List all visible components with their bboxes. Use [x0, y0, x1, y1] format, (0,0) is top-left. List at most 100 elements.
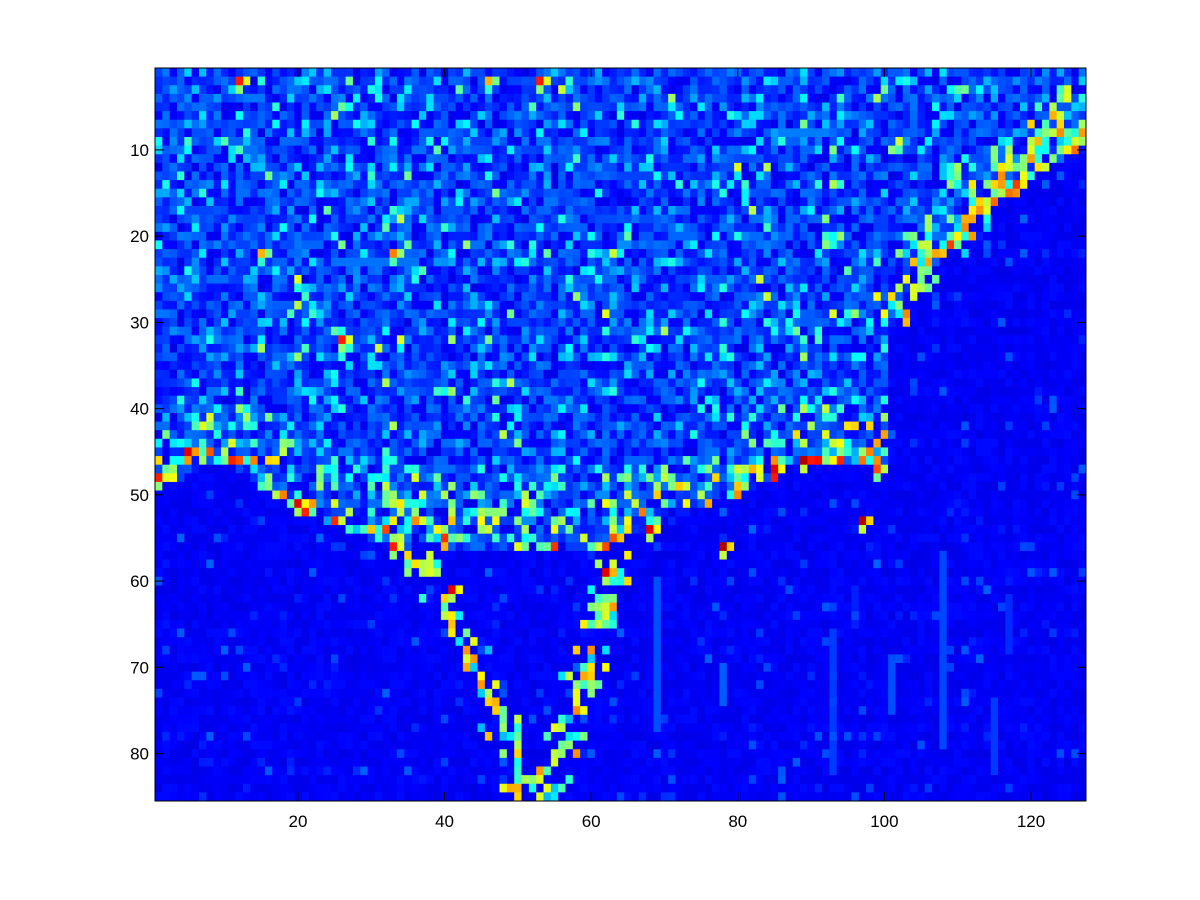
- heatmap-cell: [741, 145, 750, 155]
- heatmap-cell: [858, 292, 867, 302]
- heatmap-cell: [682, 361, 691, 371]
- heatmap-cell: [822, 378, 830, 388]
- heatmap-cell: [543, 387, 552, 397]
- heatmap-cell: [1049, 378, 1058, 388]
- heatmap-cell: [910, 335, 918, 345]
- heatmap-cell: [250, 378, 259, 388]
- heatmap-cell: [990, 231, 999, 241]
- heatmap-cell: [616, 180, 625, 190]
- heatmap-cell: [506, 188, 515, 198]
- heatmap-cell: [455, 231, 464, 241]
- heatmap-cell: [587, 274, 596, 284]
- heatmap-cell: [440, 180, 449, 190]
- heatmap-cell: [360, 111, 368, 121]
- heatmap-cell: [1042, 318, 1050, 328]
- heatmap-cell: [155, 378, 163, 388]
- heatmap-cell: [279, 162, 288, 172]
- heatmap-cell: [712, 326, 720, 336]
- heatmap-cell: [697, 154, 706, 164]
- heatmap-cell: [1020, 326, 1028, 336]
- heatmap-cell: [565, 171, 574, 181]
- heatmap-cell: [499, 197, 508, 207]
- heatmap-cell: [521, 145, 530, 155]
- heatmap-cell: [704, 197, 713, 207]
- heatmap-cell: [631, 292, 640, 302]
- heatmap-cell: [433, 154, 442, 164]
- heatmap-cell: [807, 128, 816, 138]
- heatmap-cell: [895, 102, 904, 112]
- heatmap-cell: [198, 292, 207, 302]
- heatmap-cell: [155, 197, 163, 207]
- heatmap-cell: [1049, 231, 1058, 241]
- heatmap-cell: [719, 395, 728, 405]
- heatmap-cell: [330, 154, 339, 164]
- heatmap-cell: [286, 119, 295, 129]
- heatmap-cell: [756, 283, 764, 293]
- heatmap-cell: [176, 93, 185, 103]
- heatmap-cell: [719, 180, 728, 190]
- heatmap-cell: [895, 378, 904, 388]
- heatmap-cell: [682, 274, 691, 284]
- heatmap-cell: [228, 335, 237, 345]
- heatmap-cell: [301, 119, 310, 129]
- heatmap-cell: [572, 197, 581, 207]
- heatmap-cell: [338, 223, 346, 233]
- heatmap-cell: [1049, 326, 1058, 336]
- heatmap-cell: [1020, 223, 1028, 233]
- heatmap-cell: [1071, 343, 1080, 353]
- heatmap-cell: [954, 197, 962, 207]
- heatmap-cell: [697, 249, 706, 259]
- heatmap-cell: [257, 283, 266, 293]
- heatmap-cell: [330, 145, 339, 155]
- heatmap-cell: [719, 361, 728, 371]
- heatmap-cell: [286, 249, 295, 259]
- heatmap-cell: [1034, 171, 1043, 181]
- heatmap-cell: [242, 162, 251, 172]
- heatmap-cell: [418, 223, 427, 233]
- heatmap-cell: [778, 361, 786, 371]
- heatmap-cell: [448, 274, 456, 284]
- heatmap-cell: [946, 76, 955, 86]
- heatmap-cell: [382, 111, 390, 121]
- heatmap-cell: [492, 300, 500, 310]
- heatmap-cell: [1005, 214, 1014, 224]
- heatmap-cell: [514, 257, 522, 267]
- heatmap-cell: [396, 214, 405, 224]
- heatmap-cell: [543, 361, 552, 371]
- heatmap-cell: [198, 171, 207, 181]
- heatmap-cell: [382, 309, 390, 319]
- heatmap-cell: [206, 292, 215, 302]
- heatmap-cell: [748, 85, 757, 95]
- heatmap-cell: [198, 283, 207, 293]
- heatmap-cell: [396, 387, 405, 397]
- heatmap-cell: [895, 257, 904, 267]
- heatmap-cell: [470, 249, 478, 259]
- heatmap-cell: [565, 309, 574, 319]
- heatmap-cell: [1056, 223, 1065, 233]
- heatmap-cell: [323, 378, 332, 388]
- heatmap-cell: [484, 300, 493, 310]
- heatmap-cell: [638, 197, 647, 207]
- heatmap-cell: [543, 180, 552, 190]
- heatmap-cell: [580, 318, 588, 328]
- heatmap-cell: [917, 378, 926, 388]
- heatmap-cell: [844, 205, 852, 215]
- heatmap-cell: [374, 257, 383, 267]
- heatmap-cell: [352, 274, 361, 284]
- heatmap-cell: [418, 231, 427, 241]
- heatmap-cell: [594, 214, 603, 224]
- heatmap-cell: [917, 335, 926, 345]
- heatmap-cell: [624, 223, 632, 233]
- heatmap-cell: [1064, 85, 1072, 95]
- heatmap-cell: [184, 300, 193, 310]
- heatmap-cell: [741, 85, 750, 95]
- heatmap-cell: [198, 197, 207, 207]
- heatmap-cell: [1056, 395, 1065, 405]
- heatmap-cell: [220, 93, 229, 103]
- heatmap-cell: [323, 205, 332, 215]
- heatmap-cell: [323, 249, 332, 259]
- heatmap-cell: [814, 214, 823, 224]
- heatmap-cell: [477, 318, 486, 328]
- heatmap-cell: [484, 257, 493, 267]
- heatmap-cell: [360, 378, 368, 388]
